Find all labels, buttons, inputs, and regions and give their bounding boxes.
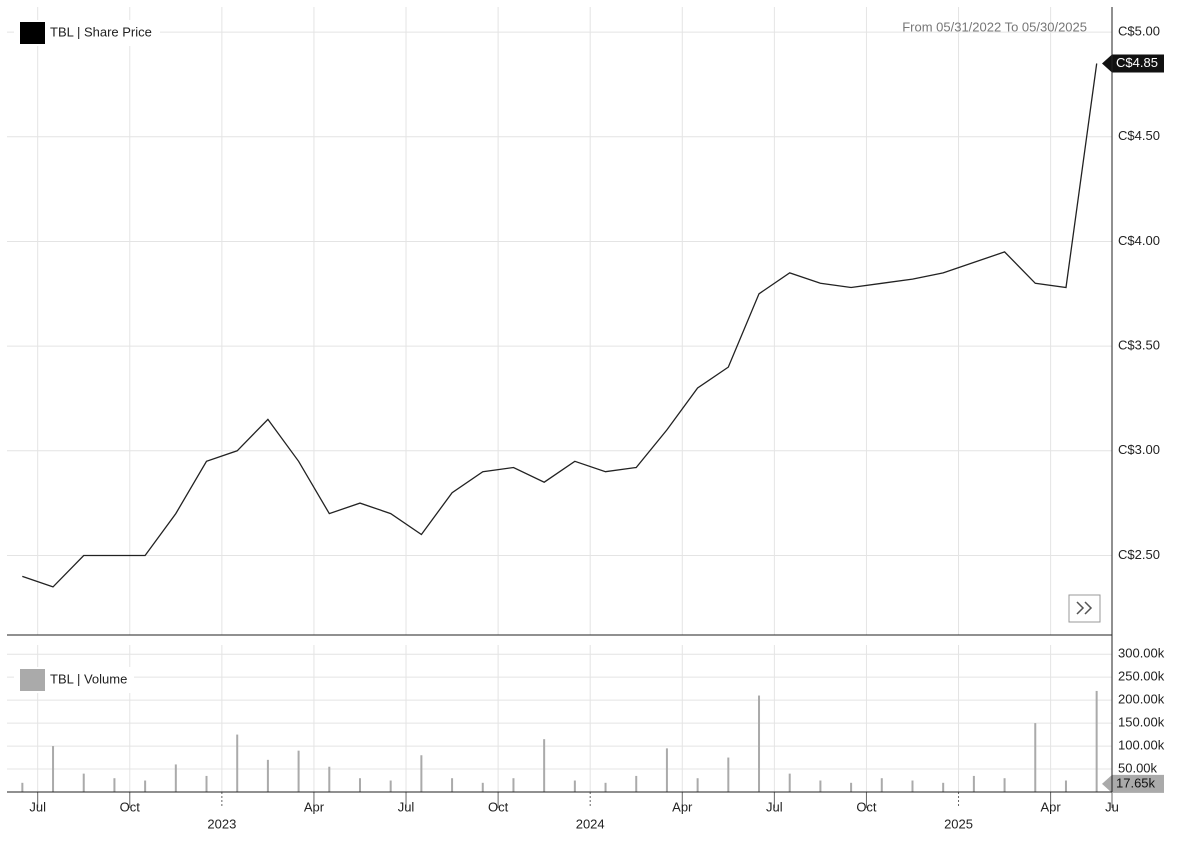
volume-bar (1034, 723, 1037, 792)
volume-bar (942, 782, 945, 792)
y-tick-label: C$5.00 (1118, 24, 1160, 39)
x-tick-label: Jul (398, 799, 415, 814)
last-value-tag (1102, 54, 1164, 73)
volume-bar (604, 782, 607, 792)
volume-bar (788, 773, 791, 792)
volume-bar (758, 695, 761, 792)
x-tick-label: Apr (672, 799, 693, 814)
volume-bar (144, 780, 147, 792)
y-tick-label: C$4.00 (1118, 233, 1160, 248)
volume-bar (819, 780, 822, 792)
volume-bar (420, 755, 423, 792)
volume-bar (1064, 780, 1067, 792)
volume-bar (82, 773, 85, 792)
volume-bar (727, 757, 730, 792)
y-tick-label: C$2.50 (1118, 547, 1160, 562)
x-tick-label: Apr (1040, 799, 1061, 814)
x-tick-label: 2023 (207, 816, 236, 831)
volume-bar (389, 780, 392, 792)
volume-bar (481, 782, 484, 792)
volume-bar (21, 782, 24, 792)
date-range: From 05/31/2022 To 05/30/2025 (902, 19, 1087, 34)
volume-bar (358, 778, 361, 792)
volume-bar (665, 748, 668, 792)
x-tick-label: Apr (304, 799, 325, 814)
volume-bar (635, 775, 638, 792)
last-value-label: C$4.85 (1116, 55, 1158, 70)
last-value-tag (1102, 774, 1164, 793)
y-tick-label: C$3.50 (1118, 338, 1160, 353)
expand-button[interactable] (1068, 594, 1101, 623)
last-value-label: 17.65k (1116, 775, 1156, 790)
x-tick-label: Ju (1105, 799, 1119, 814)
y-tick-label: C$3.00 (1118, 442, 1160, 457)
legend-swatch (20, 669, 45, 691)
volume-bar (52, 746, 55, 792)
volume-bar (1003, 778, 1006, 792)
volume-bar (205, 775, 208, 792)
volume-bar (174, 764, 177, 792)
volume-bar (911, 780, 914, 792)
x-tick-label: Oct (120, 799, 141, 814)
volume-bar (573, 780, 576, 792)
volume-bar (696, 778, 699, 792)
legend-label: TBL | Share Price (50, 24, 152, 39)
x-tick-label: Oct (488, 799, 509, 814)
y-tick-label: 300.00k (1118, 646, 1165, 661)
y-tick-label: 50.00k (1118, 760, 1158, 775)
price-line (22, 63, 1098, 588)
volume-bar (512, 778, 515, 792)
volume-bar (880, 778, 883, 792)
x-tick-label: Oct (856, 799, 877, 814)
y-tick-label: 100.00k (1118, 738, 1165, 753)
volume-bar (266, 759, 269, 792)
x-tick-label: 2025 (944, 816, 973, 831)
volume-bar (972, 775, 975, 792)
y-tick-label: C$4.50 (1118, 128, 1160, 143)
x-tick-label: Jul (766, 799, 783, 814)
volume-bar (1095, 690, 1098, 792)
button-frame[interactable] (1068, 594, 1101, 623)
y-tick-label: 150.00k (1118, 715, 1165, 730)
x-tick-label: 2024 (576, 816, 605, 831)
x-tick-label: Jul (29, 799, 46, 814)
volume-bar (328, 766, 331, 792)
y-tick-label: 200.00k (1118, 692, 1165, 707)
volume-bar (451, 778, 454, 792)
volume-bar (113, 778, 116, 792)
volume-bar (236, 734, 239, 792)
volume-bar (543, 739, 546, 792)
legend-swatch (20, 22, 45, 44)
legend-label: TBL | Volume (50, 671, 127, 686)
volume-bar (297, 750, 300, 792)
y-tick-label: 250.00k (1118, 669, 1165, 684)
volume-bar (850, 782, 853, 792)
chevrons[interactable] (1076, 601, 1093, 615)
